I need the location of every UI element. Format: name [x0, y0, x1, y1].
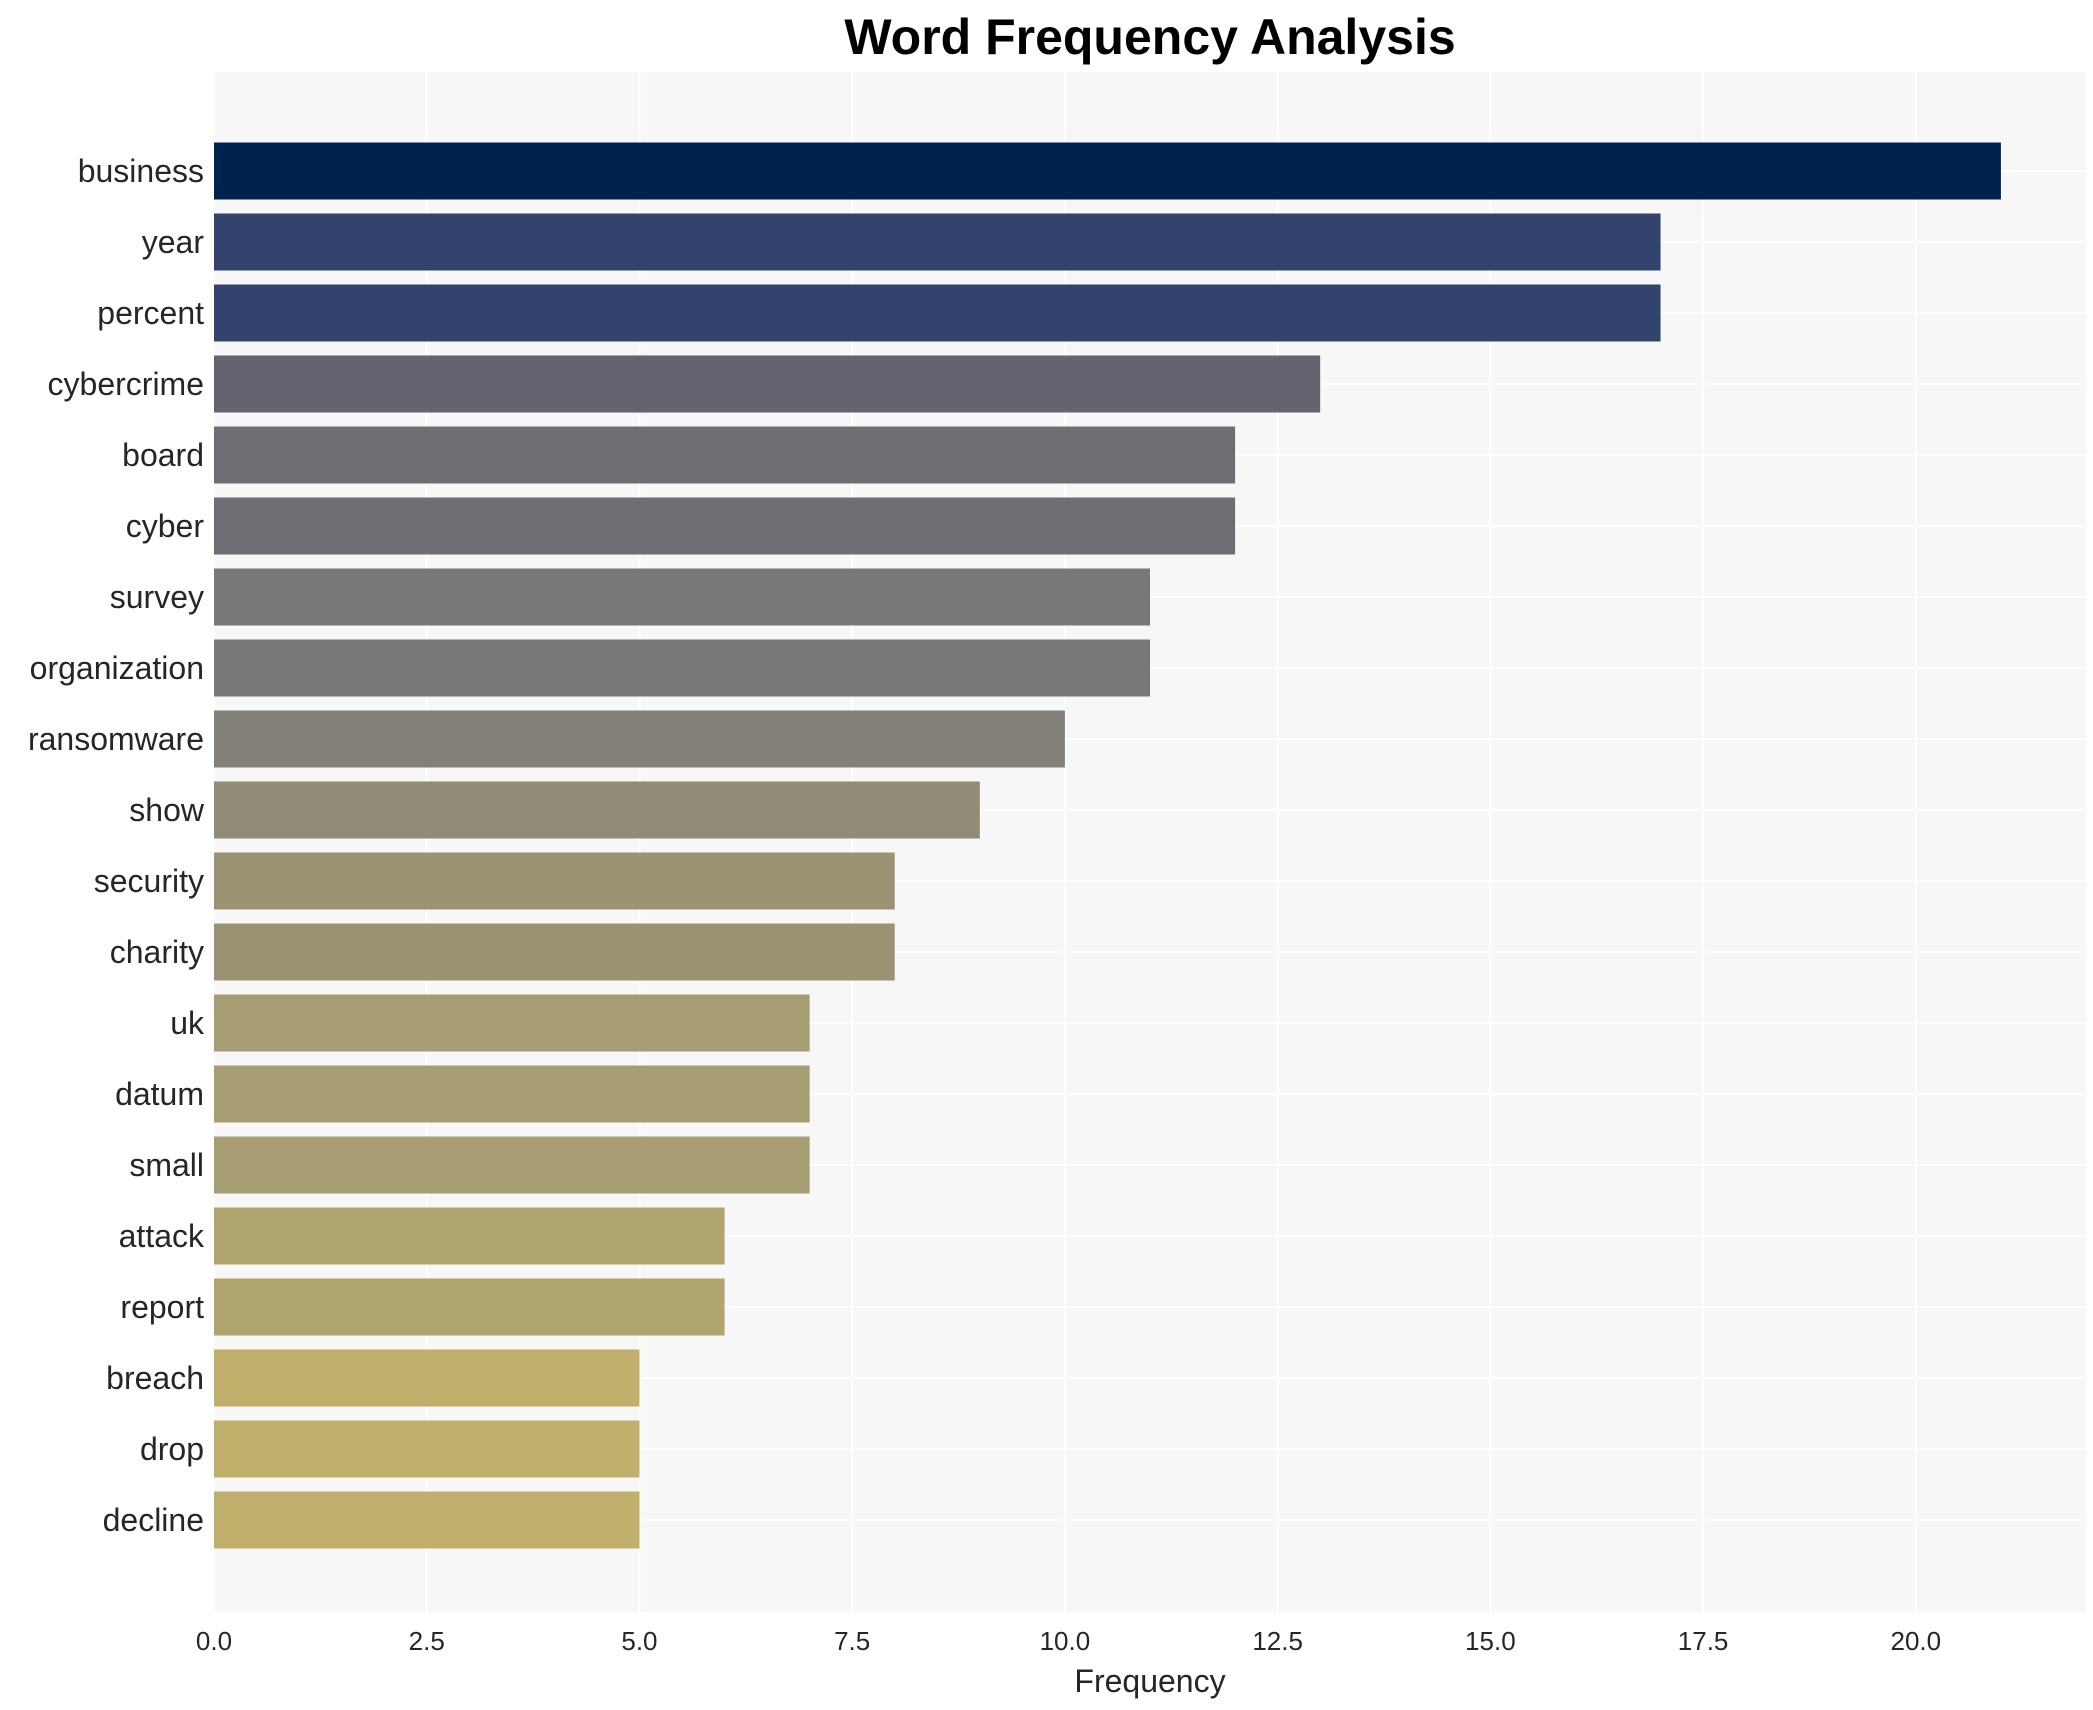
x-tick-label: 17.5: [1678, 1626, 1729, 1656]
category-label: show: [129, 792, 205, 828]
category-label: drop: [140, 1431, 204, 1467]
category-label: cybercrime: [48, 366, 204, 402]
category-label: ransomware: [28, 721, 204, 757]
category-label: organization: [30, 650, 204, 686]
bar-show: [214, 781, 980, 839]
bar-charity: [214, 923, 895, 981]
x-tick-label: 2.5: [409, 1626, 445, 1656]
bar-percent: [214, 284, 1661, 342]
category-label: security: [94, 863, 204, 899]
category-label: decline: [103, 1502, 204, 1538]
x-axis-title: Frequency: [1074, 1663, 1225, 1699]
category-label: report: [120, 1289, 204, 1325]
bar-small: [214, 1136, 810, 1194]
x-tick-label: 5.0: [621, 1626, 657, 1656]
bar-datum: [214, 1065, 810, 1123]
x-tick-label: 7.5: [834, 1626, 870, 1656]
bar-attack: [214, 1207, 725, 1265]
bar-business: [214, 142, 2001, 200]
category-label: board: [122, 437, 204, 473]
x-tick-label: 10.0: [1040, 1626, 1091, 1656]
bar-organization: [214, 639, 1150, 697]
bar-year: [214, 213, 1661, 271]
bar-cybercrime: [214, 355, 1321, 413]
category-label: attack: [119, 1218, 205, 1254]
category-label: small: [129, 1147, 204, 1183]
bar-uk: [214, 994, 810, 1052]
bar-report: [214, 1278, 725, 1336]
x-tick-labels: 0.0 2.5 5.0 7.5 10.0 12.5 15.0 17.5 20.0: [196, 1626, 1941, 1656]
chart-title: Word Frequency Analysis: [844, 9, 1456, 65]
bars: [214, 142, 2001, 1549]
x-tick-label: 20.0: [1891, 1626, 1942, 1656]
x-tick-label: 15.0: [1465, 1626, 1516, 1656]
category-label: year: [142, 224, 205, 260]
x-tick-label: 12.5: [1252, 1626, 1303, 1656]
category-label: uk: [170, 1005, 205, 1041]
category-label: survey: [110, 579, 204, 615]
bar-breach: [214, 1349, 640, 1407]
bar-board: [214, 426, 1236, 484]
bar-decline: [214, 1491, 640, 1549]
bar-ransomware: [214, 710, 1065, 768]
category-label: datum: [115, 1076, 204, 1112]
bar-security: [214, 852, 895, 910]
bar-drop: [214, 1420, 640, 1478]
category-label: cyber: [126, 508, 205, 544]
category-labels: business year percent cybercrime board cyber s…: [28, 153, 205, 1538]
category-label: charity: [110, 934, 204, 970]
bar-cyber: [214, 497, 1236, 555]
x-tick-label: 0.0: [196, 1626, 232, 1656]
bar-survey: [214, 568, 1150, 626]
category-label: breach: [106, 1360, 204, 1396]
category-label: percent: [97, 295, 204, 331]
category-label: business: [78, 153, 204, 189]
